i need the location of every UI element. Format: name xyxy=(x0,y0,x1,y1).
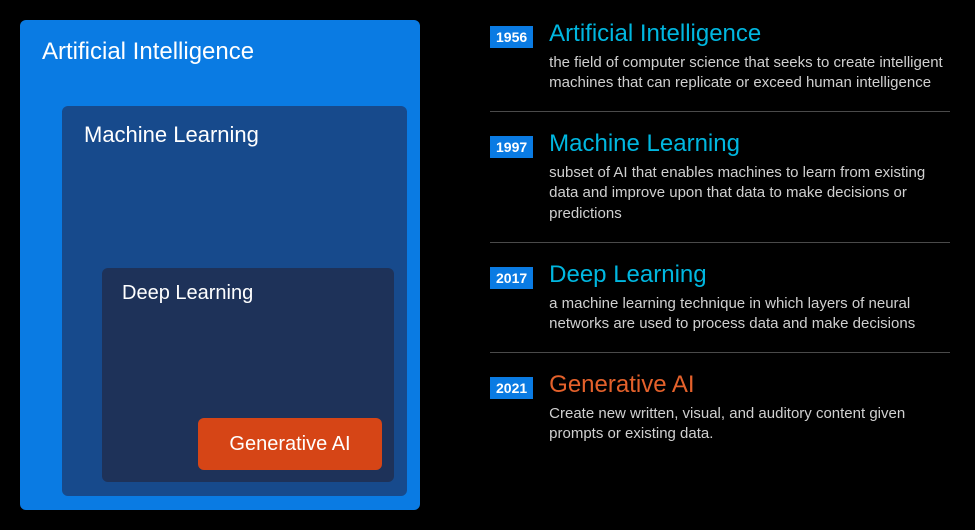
timeline-content: Deep Learning a machine learning techniq… xyxy=(549,261,950,334)
timeline-desc: Create new written, visual, and auditory… xyxy=(549,404,950,445)
timeline-content: Generative AI Create new written, visual… xyxy=(549,371,950,444)
timeline-desc: a machine learning technique in which la… xyxy=(549,294,950,335)
timeline-title: Machine Learning xyxy=(549,130,950,159)
year-badge: 2017 xyxy=(490,267,533,289)
timeline: 1956 Artificial Intelligence the field o… xyxy=(490,20,950,480)
box-ml-label: Machine Learning xyxy=(84,122,259,148)
year-badge: 2021 xyxy=(490,377,533,399)
box-ai-label: Artificial Intelligence xyxy=(42,38,254,66)
box-genai-label: Generative AI xyxy=(198,418,382,470)
timeline-item: 1956 Artificial Intelligence the field o… xyxy=(490,20,950,112)
year-badge: 1956 xyxy=(490,26,533,48)
timeline-content: Artificial Intelligence the field of com… xyxy=(549,20,950,93)
box-dl-label: Deep Learning xyxy=(122,282,253,305)
timeline-content: Machine Learning subset of AI that enabl… xyxy=(549,130,950,224)
timeline-item: 2021 Generative AI Create new written, v… xyxy=(490,371,950,462)
timeline-title: Deep Learning xyxy=(549,261,950,290)
nested-diagram: Artificial Intelligence Machine Learning… xyxy=(20,20,420,510)
timeline-item: 1997 Machine Learning subset of AI that … xyxy=(490,130,950,243)
timeline-desc: subset of AI that enables machines to le… xyxy=(549,163,950,224)
box-genai: Generative AI xyxy=(198,418,382,470)
year-badge: 1997 xyxy=(490,136,533,158)
timeline-title: Generative AI xyxy=(549,371,950,400)
timeline-desc: the field of computer science that seeks… xyxy=(549,53,950,94)
timeline-item: 2017 Deep Learning a machine learning te… xyxy=(490,261,950,353)
timeline-title: Artificial Intelligence xyxy=(549,20,950,49)
